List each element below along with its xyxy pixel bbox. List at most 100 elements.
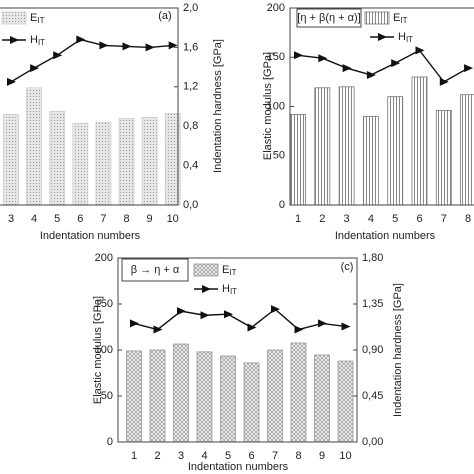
legend-subscript: IT [400,16,407,25]
legend-title-box [121,258,189,282]
x-tick-label: 6 [77,213,83,225]
y-tick-label: 150 [95,298,113,310]
marker [7,77,16,86]
x-tick-label: 8 [295,450,301,462]
legend-swatch [364,11,390,25]
bar [362,115,379,206]
bar [435,110,452,206]
legend-name: H [398,31,406,43]
bar [290,342,307,443]
legend-label: EIT [30,12,45,25]
y-tick-label: 150 [267,51,285,63]
bar [290,113,306,206]
y2-tick-label: 0,00 [362,436,383,448]
y2-tick-label: 0,4 [183,160,198,172]
legend-name: E [393,12,400,24]
plot-frame [0,7,179,206]
legend-subscript: IT [229,268,236,277]
marker [318,319,327,328]
marker [318,54,328,63]
y2-tick-label: 1,35 [362,298,383,310]
x-tick-label: 1 [295,213,301,225]
plot-frame [289,7,474,206]
x-tick-label: 10 [167,213,179,225]
marker [439,77,449,86]
legend-swatch [1,11,27,25]
marker [177,307,186,316]
legend-subscript: IT [230,287,237,296]
legend-title-box [296,8,362,28]
bar [387,96,404,206]
y-tick-label: 200 [95,252,113,264]
x-axis-label: Indentation numbers [188,461,289,473]
marker [122,42,132,51]
legend-name: H [30,34,38,46]
marker [391,59,401,68]
x-tick-label: 5 [54,213,60,225]
x-tick-label: 9 [147,213,153,225]
y-tick-label: 0 [279,199,285,211]
bar [26,87,43,206]
panel-label: (c) [341,261,354,273]
marker [464,64,474,73]
bar [460,94,474,206]
marker [271,305,280,314]
bar [411,76,428,206]
x-tick-label: 9 [319,450,325,462]
bar [49,111,66,206]
y2-tick-label: 0,90 [362,344,383,356]
x-tick-label: 8 [123,213,129,225]
x-tick-label: 3 [8,213,14,225]
y2-axis-label: Indentation hardness [GPa] [392,283,404,417]
marker [168,41,178,50]
x-tick-label: 1 [131,450,137,462]
legend-marker [378,33,387,41]
x-tick-label: 8 [465,213,471,225]
x-tick-label: 5 [392,213,398,225]
bar [337,360,354,443]
marker [294,325,304,334]
x-tick-label: 5 [225,450,231,462]
x-axis-label: Indentation numbers [335,230,436,242]
legend-label: EIT [393,12,408,25]
x-tick-label: 7 [272,450,278,462]
y2-axis-label: Indentation hardness [GPa] [212,39,224,173]
bar [314,354,330,443]
legend-title: β → η + α [131,264,180,276]
y2-tick-label: 2,0 [183,2,198,14]
line [133,308,346,331]
y2-tick-label: 0,8 [183,120,198,132]
bar [196,351,213,443]
legend-label: HIT [398,31,413,44]
marker [342,64,352,73]
marker [145,43,155,52]
marker [76,35,86,44]
bar [118,117,135,206]
x-axis-label: Indentation numbers [40,230,141,242]
line [297,49,469,83]
bar [3,113,19,206]
y2-tick-label: 1,6 [183,41,198,53]
y-tick-label: 0 [107,436,113,448]
y2-tick-label: 1,2 [183,81,198,93]
x-tick-label: 3 [344,213,350,225]
bar [173,343,189,443]
x-tick-label: 2 [154,450,160,462]
marker [200,311,210,320]
legend-label: HIT [30,34,45,47]
legend-name: E [30,12,37,24]
y-tick-label: 200 [267,2,285,14]
legend-name: H [222,283,230,295]
bar [338,86,355,206]
bar [267,349,283,443]
legend-subscript: IT [38,38,45,47]
x-tick-label: 2 [319,213,325,225]
legend-title: [η + β(η + α)] [297,12,360,24]
y-tick-label: 50 [273,150,285,162]
marker [153,325,163,334]
marker [247,323,257,332]
y-axis-label: Elastic modulus [GPa] [92,296,104,404]
y2-tick-label: 0,45 [362,390,383,402]
x-tick-label: 7 [100,213,106,225]
